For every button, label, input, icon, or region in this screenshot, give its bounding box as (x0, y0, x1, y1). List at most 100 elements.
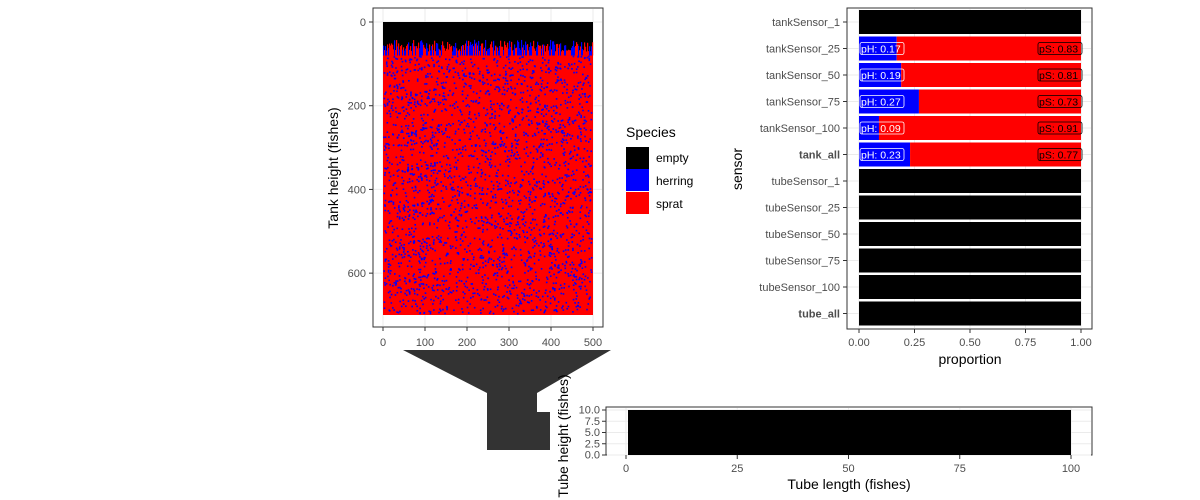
tank-herring-cell (502, 252, 504, 255)
tank-herring-cell (390, 293, 393, 296)
tank-herring-cell (417, 239, 420, 242)
tank-herring-cell (438, 128, 440, 131)
tank-herring-cell (401, 246, 404, 249)
tank-herring-cell (437, 103, 440, 106)
tank-herring-cell (516, 297, 519, 299)
tank-herring-cell (530, 222, 532, 224)
tank-herring-cell (450, 214, 453, 217)
tank-herring-cell (464, 285, 467, 288)
tank-herring-cell (579, 191, 582, 194)
tank-herring-cell (479, 256, 481, 259)
tank-herring-cell (393, 74, 396, 77)
tank-herring-cell (532, 157, 535, 159)
tank-herring-cell (396, 86, 399, 88)
tank-herring-cell (582, 186, 585, 188)
tank-herring-cell (460, 207, 462, 210)
tank-edge-cell (512, 50, 514, 56)
tank-herring-cell (508, 284, 511, 286)
tank-herring-cell (398, 206, 400, 209)
tank-herring-cell (549, 290, 551, 293)
tank-edge-cell (581, 42, 583, 56)
tank-herring-cell (495, 172, 498, 174)
tank-herring-cell (541, 69, 543, 72)
tank-herring-cell (557, 76, 559, 78)
tank-herring-cell (473, 237, 476, 240)
tank-herring-cell (590, 256, 593, 259)
tank-herring-cell (494, 79, 497, 82)
tank-herring-cell (457, 298, 460, 301)
tank-herring-cell (485, 204, 488, 206)
tank-herring-cell (495, 226, 498, 228)
tank-herring-cell (572, 263, 575, 266)
tank-herring-cell (480, 312, 482, 314)
tank-herring-cell (430, 207, 432, 209)
tank-herring-cell (517, 208, 519, 211)
tank-herring-cell (416, 80, 419, 82)
tank-herring-cell (544, 132, 546, 135)
tank-herring-cell (521, 118, 524, 121)
tank-herring-cell (507, 175, 510, 177)
tank-herring-cell (456, 252, 459, 254)
tank-herring-cell (559, 63, 562, 66)
tank-herring-cell (542, 182, 545, 185)
tank-herring-cell (552, 105, 555, 108)
tank-herring-cell (537, 94, 540, 97)
tank-herring-cell (524, 263, 527, 265)
sprat-label-tankSensor_75: pS: 0.73 (1039, 97, 1078, 109)
tank-herring-cell (412, 118, 415, 120)
tank-herring-cell (577, 55, 580, 58)
sprat-label-box (1037, 42, 1083, 55)
tank-herring-cell (561, 132, 564, 134)
tank-herring-cell (391, 225, 394, 228)
tank-herring-cell (529, 59, 532, 61)
tank-edge-cell (500, 40, 502, 56)
tank-herring-cell (522, 91, 525, 94)
tank-herring-cell (583, 93, 586, 96)
tank-herring-cell (385, 247, 388, 250)
tank-herring-cell (533, 178, 535, 181)
tank-herring-cell (512, 281, 515, 284)
tank-herring-cell (515, 304, 518, 307)
tank-herring-cell (559, 234, 562, 237)
tank-edge-cell (494, 50, 496, 56)
tank-herring-cell (391, 66, 394, 68)
tank-herring-cell (541, 62, 544, 64)
tank-herring-cell (432, 272, 434, 275)
tank-herring-cell (493, 260, 495, 262)
tank-herring-cell (476, 134, 478, 137)
tank-herring-cell (560, 212, 563, 214)
tank-edge-cell (575, 45, 577, 56)
tank-edge-cell (521, 39, 523, 56)
tank-herring-cell (552, 120, 554, 123)
tank-herring-cell (561, 307, 563, 309)
tank-herring-cell (532, 70, 535, 72)
tank-herring-cell (502, 104, 505, 107)
tank-herring-cell (449, 245, 452, 247)
tank-herring-cell (412, 174, 415, 176)
tank-edge-cell (576, 42, 578, 56)
tank-herring-cell (401, 74, 404, 77)
tank-edge-cell (532, 46, 534, 56)
tank-herring-cell (566, 88, 568, 91)
tank-herring-cell (531, 212, 534, 215)
tank-herring-cell (558, 177, 561, 179)
tank-herring-cell (543, 161, 546, 163)
tank-herring-cell (555, 235, 557, 237)
tank-herring-cell (443, 201, 445, 203)
tank-herring-cell (482, 74, 484, 77)
tank-herring-cell (565, 253, 567, 256)
tank-herring-cell (549, 255, 552, 258)
tank-herring-cell (492, 195, 494, 198)
tank-edge-cell (548, 50, 550, 56)
tank-herring-cell (590, 242, 593, 244)
sensor-x-axis-title: proportion (938, 351, 1001, 367)
tank-herring-cell (396, 90, 398, 93)
tank-herring-cell (410, 287, 413, 290)
tank-herring-cell (494, 126, 497, 129)
tank-herring-cell (532, 161, 535, 164)
tank-herring-cell (427, 75, 429, 78)
tank-herring-cell (407, 163, 409, 166)
tank-y-tick-label: 600 (348, 268, 366, 280)
tank-herring-cell (515, 146, 517, 149)
